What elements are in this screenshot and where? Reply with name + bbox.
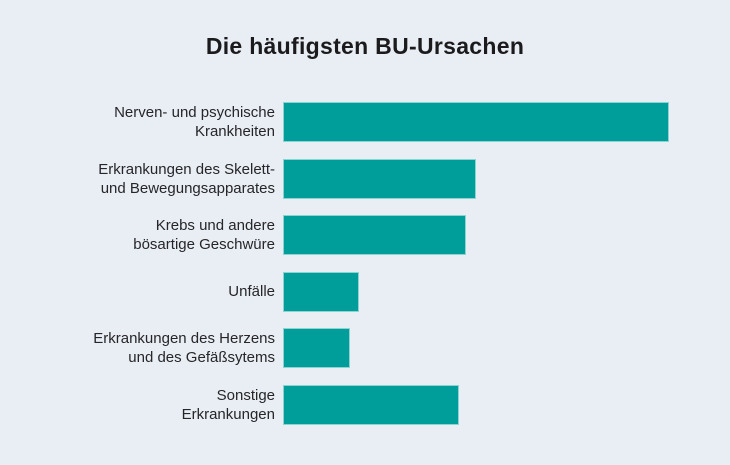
category-label-line: Sonstige [216, 386, 275, 404]
category-label: Unfälle [0, 272, 275, 312]
bar-row: Erkrankungen des Skelett-und Bewegungsap… [0, 158, 730, 199]
bar [283, 271, 359, 312]
category-label-line: Erkrankungen des Skelett- [98, 160, 275, 178]
category-label: Sonstige Erkrankungen [0, 385, 275, 425]
category-label-line: Unfälle [228, 283, 275, 301]
category-label-line: und Bewegungsapparates [100, 179, 275, 197]
category-label-line: Krebs und andere [155, 217, 275, 235]
bar-row: Unfälle [0, 271, 730, 312]
category-label: Erkrankungen des Skelett-und Bewegungsap… [0, 159, 275, 199]
category-label-line: Erkrankungen [181, 405, 275, 423]
bar-row: Nerven- und psychische Krankheiten [0, 102, 730, 142]
category-label: Nerven- und psychische Krankheiten [0, 102, 275, 142]
bar-row: Sonstige Erkrankungen [0, 384, 730, 425]
chart-title: Die häufigsten BU-Ursachen [205, 33, 525, 59]
category-label: Erkrankungen des Herzens und des Gefäßsyt… [0, 328, 275, 368]
bar-chart: Nerven- und psychische Krankheiten Erkrank… [0, 102, 730, 442]
bar [283, 384, 459, 425]
category-label-line: und des Gefäßsytems [128, 349, 275, 367]
category-label-line: Erkrankungen des Herzens [93, 330, 275, 348]
bar [283, 102, 669, 142]
bar [283, 328, 350, 369]
bar-row: Krebs und andere bösartige Geschwüre [0, 215, 730, 256]
bar-row: Erkrankungen des Herzens und des Gefäßsyt… [0, 328, 730, 369]
category-label-line: Nerven- und psychische [114, 104, 275, 121]
category-label-line: Krankheiten [194, 123, 275, 140]
category-label: Krebs und andere bösartige Geschwüre [0, 215, 275, 255]
bar [283, 158, 476, 199]
bar [283, 215, 466, 256]
category-label-line: bösartige Geschwüre [133, 236, 275, 254]
